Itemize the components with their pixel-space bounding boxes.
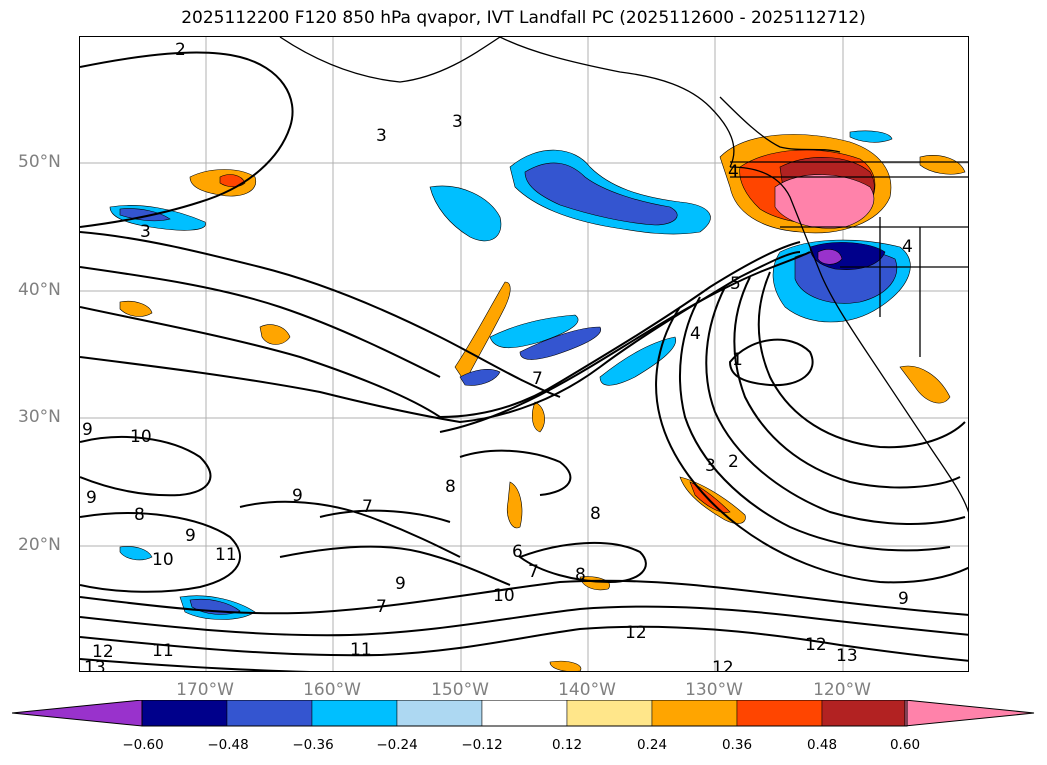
- contour-label: 11: [350, 640, 372, 660]
- contour-label: 10: [130, 427, 152, 447]
- contour-label: 8: [445, 477, 456, 497]
- coastlines: [279, 37, 968, 513]
- colorbar-bin: [736, 700, 823, 727]
- colorbar-bin: [481, 700, 568, 727]
- contour-label: 9: [185, 526, 196, 546]
- lon-label-130w: 130°W: [685, 680, 743, 700]
- contour-label: 1: [732, 350, 743, 370]
- contour-label: 10: [493, 586, 515, 606]
- colorbar: [12, 700, 1035, 727]
- colorbar-tick: 0.48: [806, 737, 838, 753]
- contour-label-group: 2 3 3 3 4 4 5 4 1 3 2 7 9 10 9 8 9 8 7 1…: [82, 40, 913, 672]
- lat-label-30n: 30°N: [18, 407, 61, 427]
- contour-label: 11: [215, 545, 237, 565]
- colorbar-tick: −0.24: [376, 737, 418, 753]
- contour-label: 12: [625, 623, 647, 643]
- contour-label: 3: [376, 126, 387, 146]
- lon-label-140w: 140°W: [558, 680, 616, 700]
- contour-label: 9: [82, 420, 93, 440]
- map-panel: 2 3 3 3 4 4 5 4 1 3 2 7 9 10 9 8 9 8 7 1…: [79, 36, 969, 672]
- contour-label: 9: [86, 488, 97, 508]
- lat-label-20n: 20°N: [18, 535, 61, 555]
- contour-label: 12: [712, 658, 734, 672]
- ivt-contours: [80, 51, 968, 671]
- colorbar-bin: [311, 700, 398, 727]
- contour-label: 12: [805, 635, 827, 655]
- colorbar-over-triangle: [904, 700, 1035, 727]
- figure-title: 2025112200 F120 850 hPa qvapor, IVT Land…: [181, 8, 866, 28]
- contour-label: 3: [705, 456, 716, 476]
- contour-label: 8: [134, 505, 145, 525]
- colorbar-outline: [141, 700, 908, 727]
- contour-label: 9: [395, 574, 406, 594]
- lon-label-170w: 170°W: [176, 680, 234, 700]
- qvapor-fill-areas: [109, 130, 966, 671]
- contour-label: 2: [728, 452, 739, 472]
- colorbar-bin: [566, 700, 653, 727]
- contour-label: 5: [730, 274, 741, 294]
- map-canvas: 2 3 3 3 4 4 5 4 1 3 2 7 9 10 9 8 9 8 7 1…: [80, 37, 968, 672]
- colorbar-tick: 0.36: [721, 737, 753, 753]
- contour-label: 13: [84, 658, 106, 672]
- contour-label: 3: [140, 222, 151, 242]
- contour-label: 9: [292, 486, 303, 506]
- contour-label: 10: [152, 550, 174, 570]
- contour-label: 13: [836, 646, 858, 666]
- colorbar-tick: 0.12: [551, 737, 583, 753]
- colorbar-bin: [141, 700, 228, 727]
- lon-label-160w: 160°W: [303, 680, 361, 700]
- contour-label: 4: [690, 324, 701, 344]
- contour-label: 6: [512, 542, 523, 562]
- contour-label: 8: [590, 504, 601, 524]
- contour-label: 2: [175, 40, 186, 60]
- contour-label: 7: [528, 562, 539, 582]
- colorbar-under-triangle: [12, 700, 143, 727]
- contour-label: 7: [532, 369, 543, 389]
- colorbar-tick: 0.60: [889, 737, 921, 753]
- contour-label: 8: [575, 565, 586, 585]
- contour-label: 7: [376, 597, 387, 617]
- contour-label: 3: [452, 112, 463, 132]
- lat-label-40n: 40°N: [18, 280, 61, 300]
- contour-label: 7: [362, 497, 373, 517]
- lon-label-150w: 150°W: [431, 680, 489, 700]
- colorbar-bin: [226, 700, 313, 727]
- colorbar-tick: −0.36: [292, 737, 334, 753]
- contour-label: 12: [92, 642, 114, 662]
- colorbar-bin: [651, 700, 738, 727]
- contour-label: 4: [902, 237, 913, 257]
- colorbar-tick: −0.60: [122, 737, 164, 753]
- contour-label: 4: [728, 162, 739, 182]
- colorbar-tick: 0.24: [636, 737, 668, 753]
- colorbar-bin: [821, 700, 908, 727]
- contour-label: 11: [152, 641, 174, 661]
- lon-label-120w: 120°W: [813, 680, 871, 700]
- colorbar-bin: [396, 700, 483, 727]
- contour-label: 9: [898, 589, 909, 609]
- colorbar-tick: −0.48: [207, 737, 249, 753]
- colorbar-tick: −0.12: [461, 737, 503, 753]
- lat-label-50n: 50°N: [18, 152, 61, 172]
